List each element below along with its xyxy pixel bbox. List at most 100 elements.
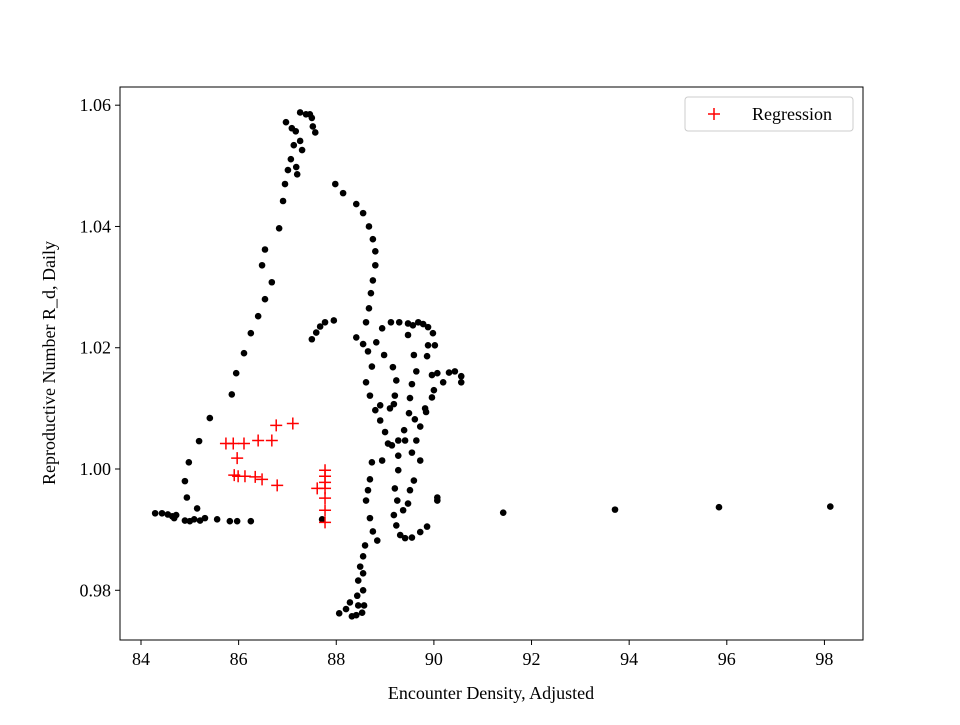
x-tick-label: 88 — [327, 649, 345, 669]
point — [240, 349, 248, 357]
point — [419, 320, 427, 328]
point — [368, 459, 376, 466]
y-tick-label: 1.00 — [80, 459, 112, 479]
point — [408, 380, 416, 388]
point — [366, 514, 374, 522]
point — [346, 599, 354, 606]
point — [439, 378, 447, 386]
point — [290, 141, 298, 149]
point — [249, 470, 262, 483]
point — [416, 423, 424, 430]
point — [424, 342, 432, 349]
point — [308, 114, 316, 122]
point — [233, 517, 241, 525]
y-tick-label: 0.98 — [80, 580, 112, 600]
point — [358, 609, 366, 617]
point — [308, 335, 316, 343]
x-tick-label: 98 — [815, 649, 833, 669]
point — [372, 406, 379, 414]
point — [268, 278, 276, 286]
point — [353, 592, 361, 600]
point — [364, 486, 372, 494]
point — [287, 155, 295, 163]
point — [213, 516, 221, 523]
point — [361, 542, 369, 549]
point — [424, 323, 432, 331]
point — [410, 477, 418, 484]
point — [237, 437, 250, 450]
point — [359, 340, 367, 348]
point — [231, 452, 244, 465]
point — [359, 586, 367, 594]
point — [232, 369, 240, 377]
point — [369, 235, 377, 243]
point — [445, 369, 453, 376]
point — [381, 428, 389, 436]
point — [393, 497, 401, 504]
point — [256, 473, 269, 486]
x-tick-label: 92 — [523, 649, 541, 669]
point — [238, 470, 251, 483]
point — [373, 537, 381, 544]
point — [359, 209, 367, 217]
point — [404, 500, 412, 507]
point — [196, 517, 204, 524]
point — [354, 602, 362, 609]
point — [227, 437, 240, 450]
point — [362, 497, 370, 504]
point — [331, 180, 339, 188]
point — [393, 377, 400, 384]
point — [352, 200, 360, 208]
point — [282, 118, 290, 126]
point — [390, 511, 398, 519]
point — [319, 492, 332, 505]
point — [434, 497, 441, 504]
point — [390, 400, 398, 408]
y-tick-label: 1.02 — [80, 338, 112, 358]
point — [457, 372, 465, 380]
x-tick-label: 86 — [230, 649, 248, 669]
y-tick-label: 1.04 — [80, 216, 112, 236]
point — [430, 386, 438, 394]
point — [369, 277, 377, 284]
point — [376, 402, 384, 409]
point — [296, 109, 304, 116]
legend-label: Regression — [752, 104, 832, 124]
point — [190, 516, 198, 523]
point — [252, 434, 265, 447]
point — [170, 514, 178, 522]
point — [429, 329, 437, 337]
point — [611, 506, 619, 513]
point — [372, 261, 379, 269]
x-axis-label: Encounter Density, Adjusted — [388, 683, 594, 703]
point — [386, 405, 394, 412]
point — [354, 577, 362, 584]
point — [372, 338, 380, 346]
point — [319, 516, 332, 529]
point — [270, 419, 283, 432]
point — [369, 528, 377, 535]
point — [261, 246, 269, 253]
point — [201, 514, 209, 522]
point — [391, 485, 399, 492]
point — [423, 523, 431, 530]
point — [366, 476, 374, 483]
point — [399, 506, 407, 514]
y-tick-label: 1.06 — [80, 95, 112, 115]
point — [226, 517, 234, 525]
point — [362, 378, 370, 386]
point — [281, 180, 289, 188]
point — [409, 321, 417, 329]
point — [292, 163, 300, 171]
point — [258, 261, 266, 269]
point — [378, 457, 386, 464]
point — [265, 434, 278, 447]
point — [423, 352, 431, 360]
point — [413, 368, 420, 375]
point — [352, 611, 360, 619]
point — [288, 124, 296, 132]
point — [421, 405, 429, 412]
point — [394, 437, 402, 444]
point — [330, 317, 338, 324]
point — [158, 509, 166, 517]
